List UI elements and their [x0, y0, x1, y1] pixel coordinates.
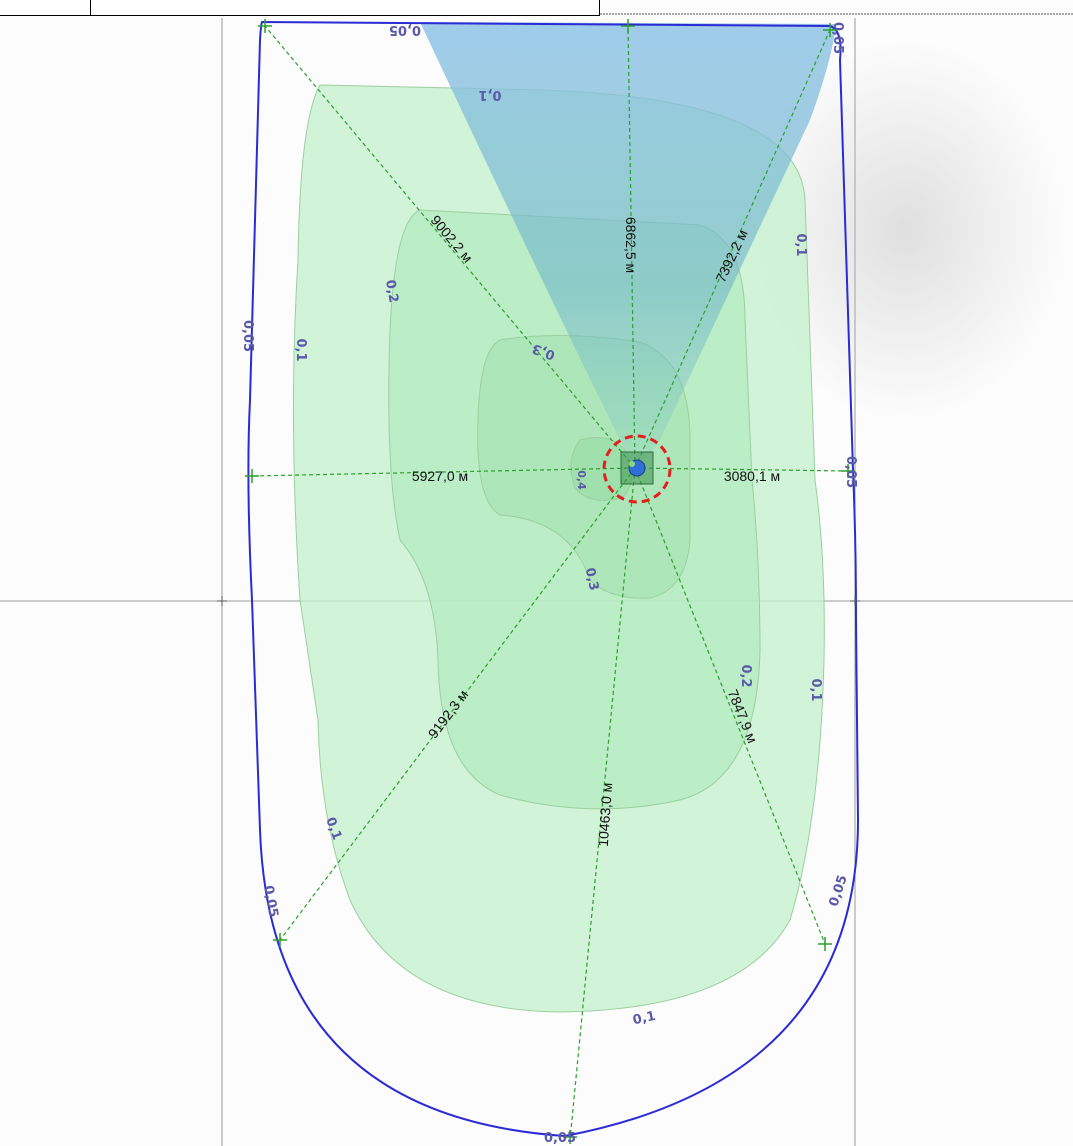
isoline-label: 0,3 — [582, 566, 601, 592]
isoline-label: 0,1 — [808, 678, 823, 701]
emission-plume — [420, 22, 836, 463]
isoline-label: 0,2 — [738, 664, 753, 687]
isoline-label: 0,3 — [530, 340, 557, 362]
isoline-label: 0,1 — [293, 338, 308, 361]
isoline-label: 0,05 — [389, 22, 421, 37]
isoline-label: 0,1 — [793, 233, 808, 256]
terrain-shading — [745, 40, 1065, 420]
isoline-label: 0,1 — [631, 1009, 657, 1028]
distance-rays — [251, 25, 849, 1141]
isoline-label: 0,1 — [478, 87, 501, 102]
isoline-label: 0,1 — [322, 815, 344, 842]
ray-end-markers — [245, 19, 855, 1144]
distance-label-w: 5927,0 м — [412, 468, 468, 484]
distance-label-e: 3080,1 м — [724, 468, 780, 484]
isoline-label: 0,2 — [382, 279, 401, 304]
isoline-label: 0,05 — [830, 22, 845, 54]
boundary-0-05 — [247, 20, 860, 1138]
isoline-label: 0,4 — [575, 470, 588, 490]
isoline-label: 0,05 — [843, 456, 858, 488]
isoline-label: 0,05 — [240, 320, 255, 352]
isoline-label: 0,05 — [544, 1131, 576, 1146]
distance-label-s: 10463,0 м — [595, 782, 615, 847]
sanitary-zone-circle — [602, 434, 672, 504]
distance-label-n: 6862,5 м — [623, 217, 639, 273]
emission-source-marker[interactable] — [620, 451, 654, 485]
isoline-label: 0,05 — [260, 884, 280, 918]
grid-markers — [217, 596, 860, 606]
header-cell-middle — [90, 0, 600, 16]
isoline-label: 0,05 — [827, 873, 851, 908]
